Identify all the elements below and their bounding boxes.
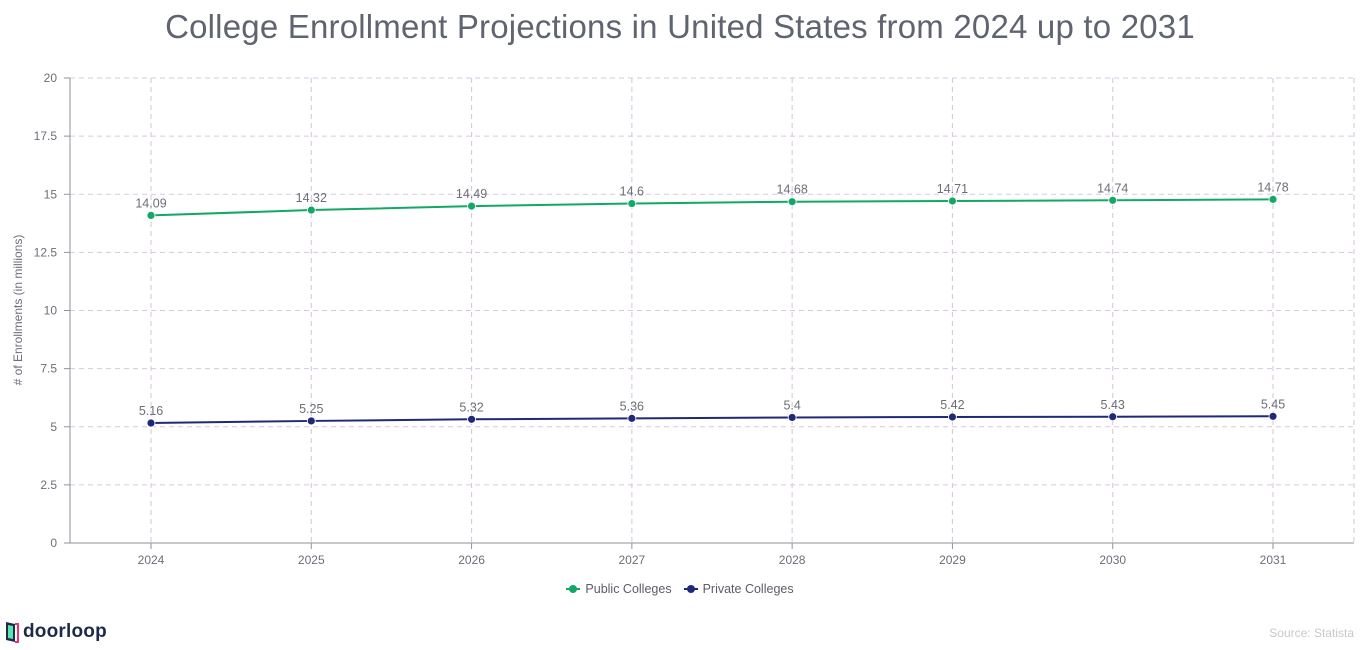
data-point-public-colleges [1268,194,1278,204]
grid-lines [70,77,1355,543]
data-point-public-colleges [467,201,476,211]
y-tick-label: 7.5 [40,362,57,376]
legend-swatch-icon [683,584,698,594]
data-label-private-colleges: 5.16 [139,404,163,418]
data-point-private-colleges [146,418,156,428]
data-point-private-colleges [787,413,797,422]
data-point-public-colleges [787,197,797,207]
series-line-public-colleges [150,198,1274,217]
y-axis-label: # of Enrollments (in millions) [11,235,25,386]
data-label-public-colleges: 14.32 [296,191,327,205]
data-label-public-colleges: 14.09 [135,196,166,210]
y-tick-label: 17.5 [34,129,58,143]
legend-label: Public Colleges [585,582,672,596]
y-tick-label: 12.5 [34,245,58,259]
y-tick-label: 5 [50,420,57,434]
y-tick-label: 2.5 [40,478,57,492]
legend-item-private-colleges[interactable]: Private Colleges [683,582,794,596]
data-label-public-colleges: 14.68 [777,183,808,197]
series-line-private-colleges [150,415,1274,425]
y-tick-label: 10 [44,304,58,318]
data-label-public-colleges: 14.78 [1257,180,1288,194]
series-lines [146,194,1278,428]
data-point-public-colleges [146,211,156,220]
x-tick-label: 2031 [1260,553,1287,567]
chart-title: College Enrollment Projections in United… [165,8,1195,45]
data-point-public-colleges [627,199,637,208]
data-point-private-colleges [627,413,637,423]
legend-label: Private Colleges [702,582,794,596]
legend: Public Colleges Private Colleges [0,582,1360,596]
x-tick-label: 2030 [1099,553,1126,567]
data-point-private-colleges [948,412,957,422]
data-point-public-colleges [948,196,957,206]
y-tick-label: 0 [50,536,57,550]
x-tick-label: 2028 [779,553,806,567]
y-tick-label: 20 [44,71,58,85]
doorloop-logo-icon [6,622,19,643]
data-label-public-colleges: 14.49 [456,187,487,201]
line-chart: 0 2.5 5 7.5 10 12.5 15 17.5 20 2024 2025 2026 2027 20… [11,71,1355,567]
data-label-private-colleges: 5.36 [620,399,644,413]
data-label-public-colleges: 14.74 [1097,181,1128,195]
x-tick-label: 2024 [138,553,165,567]
data-label-private-colleges: 5.42 [940,398,964,412]
data-point-private-colleges [467,414,476,424]
source-note: Source: Statista [1269,626,1354,640]
data-label-private-colleges: 5.43 [1101,398,1125,412]
data-label-public-colleges: 14.71 [937,182,968,196]
brand-name: doorloop [23,621,107,642]
data-point-public-colleges [1108,195,1118,205]
data-point-private-colleges [1268,411,1278,421]
data-label-public-colleges: 14.6 [620,185,644,199]
legend-swatch-icon [566,584,581,594]
data-label-private-colleges: 5.45 [1261,397,1285,411]
x-tick-label: 2025 [298,553,325,567]
brand-logo: doorloop [4,620,107,644]
data-point-private-colleges [1108,412,1118,422]
x-tick-label: 2029 [939,553,966,567]
data-labels: 14.09 14.32 14.49 14.6 14.68 14.71 14.74 14.78 5… [135,180,1288,418]
data-point-private-colleges [306,416,316,426]
data-label-private-colleges: 5.4 [783,398,800,412]
legend-item-public-colleges[interactable]: Public Colleges [566,582,672,596]
data-point-public-colleges [306,205,316,215]
x-tick-label: 2027 [619,553,646,567]
x-tick-label: 2026 [458,553,485,567]
y-tick-label: 15 [44,187,58,201]
data-label-private-colleges: 5.25 [299,402,323,416]
axes: 0 2.5 5 7.5 10 12.5 15 17.5 20 2024 2025 2026 2027 20… [34,71,1354,567]
data-label-private-colleges: 5.32 [459,400,483,414]
